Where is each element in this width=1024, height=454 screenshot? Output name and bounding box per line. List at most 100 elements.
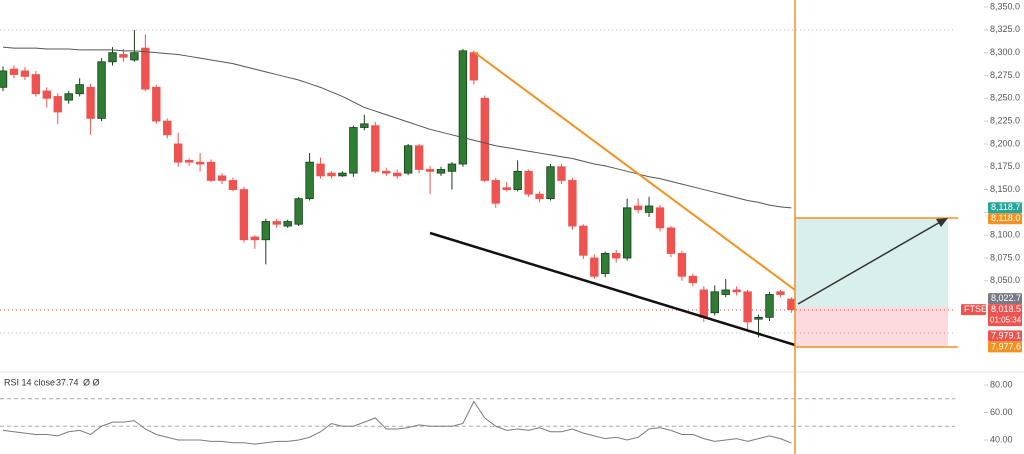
- candle-body: [294, 198, 303, 225]
- y-tick-label: 8,050.0: [990, 275, 1020, 285]
- candle-body: [316, 163, 325, 177]
- arrow-head: [936, 218, 948, 227]
- rsi-value: 37.74: [56, 377, 79, 387]
- candle-body: [590, 257, 599, 277]
- candle-body: [403, 145, 413, 174]
- y-tick-label: 8,175.0: [990, 161, 1020, 171]
- candle-body: [699, 289, 708, 318]
- candle-body: [721, 289, 730, 295]
- candle-body: [710, 291, 719, 314]
- candle-body: [601, 253, 610, 274]
- candle-body: [491, 180, 500, 204]
- candle-body: [436, 169, 446, 174]
- candle-body: [75, 84, 84, 95]
- rsi-flags: Ø Ø: [83, 377, 100, 387]
- candle-body: [732, 289, 741, 293]
- y-tick-label: 8,350.0: [990, 1, 1020, 11]
- stop-zone: [795, 307, 948, 347]
- candle-body: [557, 166, 566, 181]
- candle-body: [97, 61, 106, 119]
- price-tag-label: 7,979.1: [991, 330, 1021, 340]
- y-tick-label: 8,150.0: [990, 184, 1020, 194]
- candle-body: [622, 207, 632, 259]
- candle-body: [382, 170, 391, 174]
- candle-body: [42, 90, 51, 99]
- candle-body: [349, 127, 358, 174]
- candle-body: [655, 207, 665, 229]
- candle-body: [163, 120, 172, 136]
- candle-body: [360, 123, 369, 128]
- y-tick-label: 8,300.0: [990, 47, 1020, 57]
- price-tag: [988, 304, 1022, 327]
- candle-body: [217, 175, 227, 181]
- resistance-trendline: [473, 51, 796, 291]
- y-tick-label: 8,075.0: [990, 252, 1020, 262]
- candle-body: [568, 180, 577, 227]
- candle-body: [130, 52, 139, 61]
- candle-body: [239, 189, 249, 241]
- price-tag-label: 8,118.0: [991, 213, 1020, 223]
- candle-body: [535, 193, 544, 200]
- candle-body: [250, 236, 260, 241]
- candle-body: [458, 50, 468, 165]
- price-tag-label: 8,018.5: [991, 304, 1021, 314]
- candle-body: [64, 93, 73, 101]
- symbol-tag: [961, 304, 986, 316]
- price-tag-label: 8,118.7: [991, 202, 1020, 212]
- candle-body: [305, 161, 314, 200]
- candle-body: [371, 125, 380, 172]
- candle-body: [327, 172, 336, 177]
- candle-body: [644, 205, 654, 213]
- candle-body: [108, 52, 117, 63]
- candle-body: [31, 74, 41, 95]
- candle-body: [9, 68, 19, 75]
- candle-body: [152, 86, 161, 122]
- y-tick-label: 8,250.0: [990, 93, 1020, 103]
- candle-body: [86, 86, 95, 119]
- y-tick-label: 8,275.0: [990, 70, 1020, 80]
- candle-body: [765, 294, 774, 318]
- candle-body: [513, 170, 522, 190]
- candle-body: [53, 96, 62, 113]
- candle-body: [283, 221, 292, 227]
- candle-body: [228, 180, 238, 190]
- symbol-label: FTSE: [964, 304, 987, 314]
- candle-body: [480, 97, 489, 181]
- candle-body: [776, 291, 785, 295]
- candle-body: [469, 52, 479, 81]
- y-tick-label: 8,200.0: [990, 138, 1020, 148]
- candle-body: [206, 161, 216, 181]
- candle-body: [173, 143, 183, 163]
- candle-body: [261, 221, 270, 241]
- candle-body: [141, 47, 150, 90]
- candle-body: [447, 163, 457, 172]
- y-tick-label: 40.00: [990, 434, 1013, 444]
- price-tag: [988, 341, 1022, 353]
- candle-body: [20, 70, 30, 77]
- candle-body: [119, 54, 128, 58]
- y-tick-label: 60.00: [990, 407, 1013, 417]
- rsi-line: [2, 400, 792, 445]
- candle-body: [0, 70, 8, 88]
- candle-body: [754, 316, 763, 320]
- price-tag-label: 7,977.6: [991, 341, 1021, 351]
- y-tick-label: 8,225.0: [990, 115, 1020, 125]
- price-tag: [988, 202, 1022, 214]
- candle-body: [502, 187, 511, 190]
- candle-body: [414, 145, 424, 170]
- support-trendline: [429, 231, 796, 347]
- candle-body: [633, 205, 643, 211]
- candle-body: [688, 275, 698, 284]
- y-tick-label: 8,325.0: [990, 24, 1020, 34]
- candle-body: [579, 225, 588, 256]
- candle-body: [338, 172, 347, 177]
- y-tick-label: 8,100.0: [990, 230, 1020, 240]
- candle-body: [787, 298, 796, 310]
- candle-body: [272, 221, 281, 225]
- price-tag: [988, 330, 1022, 342]
- price-tag: [988, 293, 1022, 305]
- candle-body: [666, 227, 676, 254]
- candle-body: [546, 166, 555, 200]
